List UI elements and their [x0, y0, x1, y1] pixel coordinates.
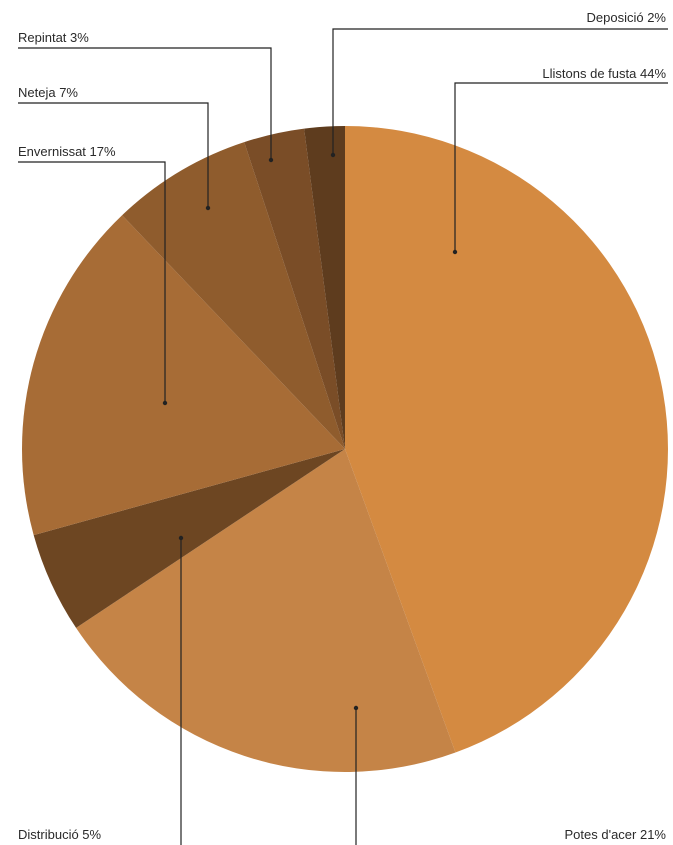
leader-dot — [178, 535, 184, 541]
leader-line — [332, 28, 668, 155]
leader-dot — [452, 249, 458, 255]
pie-slice — [304, 126, 345, 449]
slice-label: Distribució 5% — [18, 827, 102, 842]
slice-label: Llistons de fusta 44% — [542, 66, 666, 81]
leader-dot — [205, 205, 211, 211]
slice-labels: Llistons de fusta 44% Potes d'acer 21% Dis… — [18, 10, 666, 842]
pie-slices — [21, 126, 668, 772]
leader-dot — [330, 152, 336, 158]
pie-slice — [21, 215, 346, 536]
leader-dot — [162, 400, 168, 406]
leader-dot — [353, 705, 359, 711]
pie-slice — [76, 449, 456, 772]
leader-lines — [18, 28, 668, 845]
pie-slice — [33, 449, 346, 628]
leader-dot — [268, 157, 274, 163]
slice-label: Neteja 7% — [18, 85, 78, 100]
leader-line — [18, 102, 209, 208]
pie-slice — [244, 128, 345, 449]
slice-label: Potes d'acer 21% — [565, 827, 667, 842]
pie-slice — [122, 142, 345, 449]
leader-line — [18, 47, 272, 160]
leader-line — [18, 161, 166, 403]
slice-label: Envernissat 17% — [18, 144, 116, 159]
pie-slice — [345, 126, 668, 753]
slice-label: Repintat 3% — [18, 30, 89, 45]
slice-label: Deposició 2% — [587, 10, 667, 25]
leader-line — [454, 82, 668, 252]
